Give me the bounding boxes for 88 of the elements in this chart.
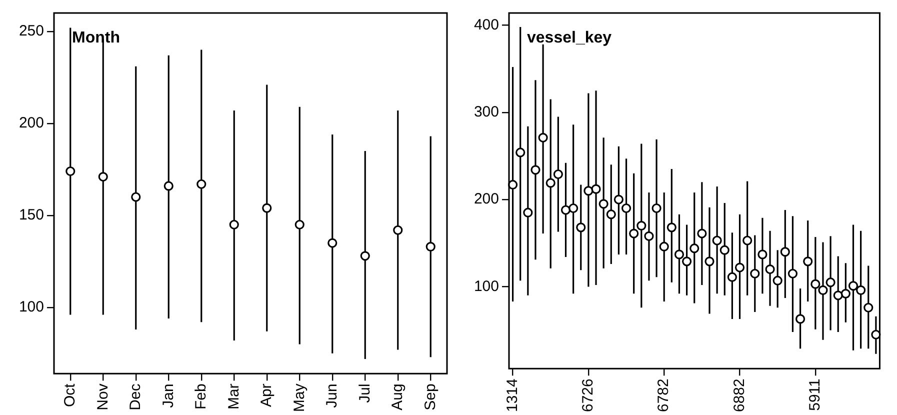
point <box>360 251 370 261</box>
point <box>758 250 768 260</box>
point <box>614 194 624 204</box>
point <box>546 178 556 188</box>
point <box>636 220 646 230</box>
point <box>262 203 272 213</box>
point <box>720 245 730 255</box>
point <box>795 314 806 324</box>
x-tick-label: 1314 <box>504 378 521 412</box>
point <box>591 184 601 194</box>
x-tick-label: May <box>290 383 308 412</box>
x-tick-label: 6782 <box>655 378 672 412</box>
point <box>568 203 578 214</box>
point <box>576 222 586 232</box>
point <box>772 276 782 286</box>
point <box>66 166 76 176</box>
point <box>393 225 403 235</box>
point <box>508 180 518 190</box>
point <box>131 192 141 202</box>
y-tick-label: 300 <box>474 104 499 121</box>
point <box>871 330 881 340</box>
point <box>426 242 436 252</box>
point <box>712 236 722 246</box>
point <box>697 228 707 238</box>
point <box>750 268 760 278</box>
x-tick-label: Aug <box>389 384 406 410</box>
point <box>530 165 540 175</box>
y-tick-label: 200 <box>474 190 499 208</box>
x-tick-label: Feb <box>192 384 210 410</box>
point <box>856 285 866 295</box>
y-tick-label: 150 <box>18 206 44 224</box>
point <box>788 268 798 278</box>
y-tick-label: 250 <box>18 22 44 40</box>
point <box>840 288 850 298</box>
y-tick-label: 400 <box>474 16 499 34</box>
point <box>810 279 820 289</box>
point <box>553 169 563 180</box>
point <box>229 220 239 230</box>
y-tick-label: 100 <box>18 298 44 316</box>
point <box>682 256 692 266</box>
x-tick-label: Sep <box>422 384 439 410</box>
point <box>560 205 571 215</box>
point <box>826 278 836 288</box>
point <box>666 222 676 232</box>
point <box>294 220 304 230</box>
y-tick-label: 100 <box>474 278 499 295</box>
point <box>734 262 745 272</box>
y-tick-label: 200 <box>18 114 44 132</box>
x-tick-label: Jan <box>160 384 177 408</box>
point <box>674 250 684 260</box>
point <box>742 236 752 246</box>
point <box>652 203 662 214</box>
point <box>704 256 714 266</box>
x-tick-label: 6726 <box>580 378 597 412</box>
point <box>659 242 669 252</box>
point <box>864 302 874 312</box>
point <box>818 285 828 295</box>
point <box>523 208 533 218</box>
point <box>538 132 548 142</box>
x-tick-label: 5911 <box>806 378 824 411</box>
point <box>690 244 700 254</box>
point <box>606 210 616 220</box>
x-tick-label: Apr <box>258 384 276 408</box>
x-tick-label: Nov <box>94 383 112 410</box>
point <box>780 247 790 257</box>
point <box>621 203 632 214</box>
text: vessel_key <box>527 29 612 46</box>
point <box>629 228 639 238</box>
x-tick-label: Dec <box>127 383 144 410</box>
point <box>516 148 526 158</box>
point <box>833 290 843 300</box>
text: Month <box>72 29 120 46</box>
point <box>598 199 608 209</box>
point <box>803 256 813 266</box>
point <box>848 281 858 291</box>
point <box>765 264 775 274</box>
x-tick-label: Oct <box>62 382 79 408</box>
x-tick-label: 6882 <box>730 378 748 412</box>
point <box>644 231 654 241</box>
x-tick-label: Jul <box>356 384 374 403</box>
point <box>328 238 338 248</box>
point <box>727 272 737 282</box>
x-tick-label: Mar <box>225 384 242 410</box>
point <box>196 179 206 189</box>
point <box>584 186 594 196</box>
point <box>164 181 174 191</box>
x-tick-label: Jun <box>324 384 341 408</box>
point <box>98 172 108 182</box>
